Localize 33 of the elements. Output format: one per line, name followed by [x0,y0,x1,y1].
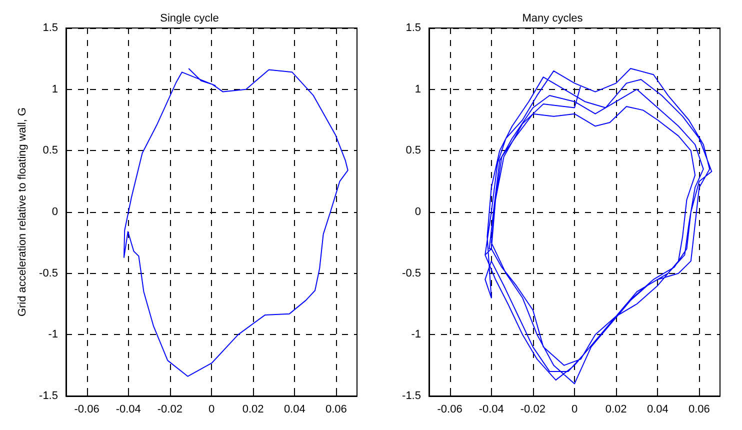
y-tick-label: 0.5 [42,144,58,157]
y-axis-title: Grid acceleration relative to floating wall, G [16,107,29,317]
chart-title: Many cycles [522,12,584,24]
x-tick-label: 0.04 [646,404,668,416]
y-tick-label: -1.5 [402,390,421,402]
y-tick-label: 1.5 [42,22,58,34]
y-tick-label: 0.5 [406,144,421,157]
x-tick-label: 0.06 [688,404,710,416]
y-tick-label: 1.5 [406,22,421,34]
x-tick-label: 0.06 [326,404,347,416]
y-tick-label: 0 [52,206,58,218]
x-tick-label: -0.04 [478,404,504,416]
x-tick-label: -0.06 [74,404,100,416]
chart-title: Single cycle [160,12,219,24]
y-tick-label: -1.5 [39,390,58,402]
x-tick-label: -0.02 [157,404,182,416]
line-series [123,68,348,377]
x-tick-label: 0 [571,404,578,416]
y-tick-label: -1 [48,328,58,341]
y-tick-label: 1 [414,83,421,96]
x-tick-label: 0.02 [242,404,264,416]
y-tick-label: -0.5 [402,267,421,280]
x-tick-label: -0.02 [520,404,546,416]
y-tick-label: -0.5 [39,267,58,280]
x-tick-label: 0 [208,404,215,416]
x-tick-label: -0.06 [437,404,462,416]
y-tick-label: 1 [52,83,58,96]
x-tick-label: 0.02 [605,404,627,416]
y-tick-label: 0 [414,206,421,218]
x-tick-label: 0.04 [284,404,306,416]
line-series [484,68,712,384]
y-tick-label: -1 [411,328,421,341]
x-tick-label: -0.04 [116,404,141,416]
